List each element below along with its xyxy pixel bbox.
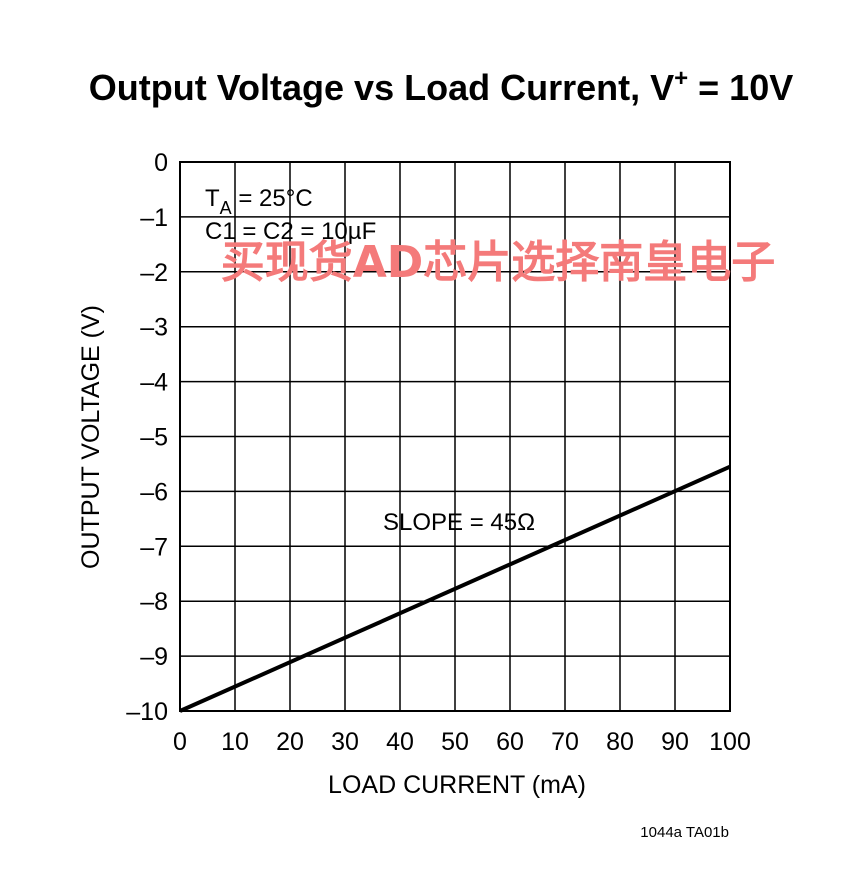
- y-tick-label: –7: [140, 533, 168, 561]
- x-tick-label: 10: [221, 728, 249, 756]
- y-tick-label: –9: [140, 643, 168, 671]
- annotation-capacitors: C1 = C2 = 10µF: [205, 218, 376, 245]
- y-tick-label: –1: [140, 204, 168, 232]
- x-tick-label: 100: [709, 728, 751, 756]
- x-tick-label: 0: [173, 728, 187, 756]
- y-tick-labels: 0 –1 –2 –3 –4 –5 –6 –7 –8 –9 –10: [126, 149, 168, 726]
- y-tick-label: –10: [126, 698, 168, 726]
- x-tick-label: 20: [276, 728, 304, 756]
- figure-id: 1044a TA01b: [640, 824, 729, 841]
- annotation-temperature: TA = 25°C: [205, 185, 313, 218]
- y-tick-label: –3: [140, 314, 168, 342]
- watermark: 买现货AD芯片选择南皇电子: [221, 237, 776, 288]
- y-axis-label: OUTPUT VOLTAGE (V): [77, 305, 105, 569]
- chart-title: Output Voltage vs Load Current, V+ = 10V: [89, 65, 793, 108]
- y-tick-label: –4: [140, 369, 168, 397]
- x-tick-label: 50: [441, 728, 469, 756]
- y-tick-label: –5: [140, 424, 168, 452]
- x-tick-label: 60: [496, 728, 524, 756]
- x-tick-label: 70: [551, 728, 579, 756]
- x-tick-label: 80: [606, 728, 634, 756]
- y-tick-label: –2: [140, 259, 168, 287]
- series-group: [179, 464, 731, 713]
- x-tick-label: 90: [661, 728, 689, 756]
- y-tick-label: 0: [154, 149, 168, 177]
- x-axis-label: LOAD CURRENT (mA): [328, 771, 586, 799]
- plot-frame: [179, 161, 731, 712]
- y-tick-label: –6: [140, 478, 168, 506]
- x-tick-label: 30: [331, 728, 359, 756]
- x-tick-labels: 0 10 20 30 40 50 60 70 80 90 100: [173, 728, 751, 756]
- series-line-0: [179, 464, 731, 713]
- x-tick-label: 40: [386, 728, 414, 756]
- y-tick-label: –8: [140, 588, 168, 616]
- annotation-slope: SLOPE = 45Ω: [383, 509, 535, 536]
